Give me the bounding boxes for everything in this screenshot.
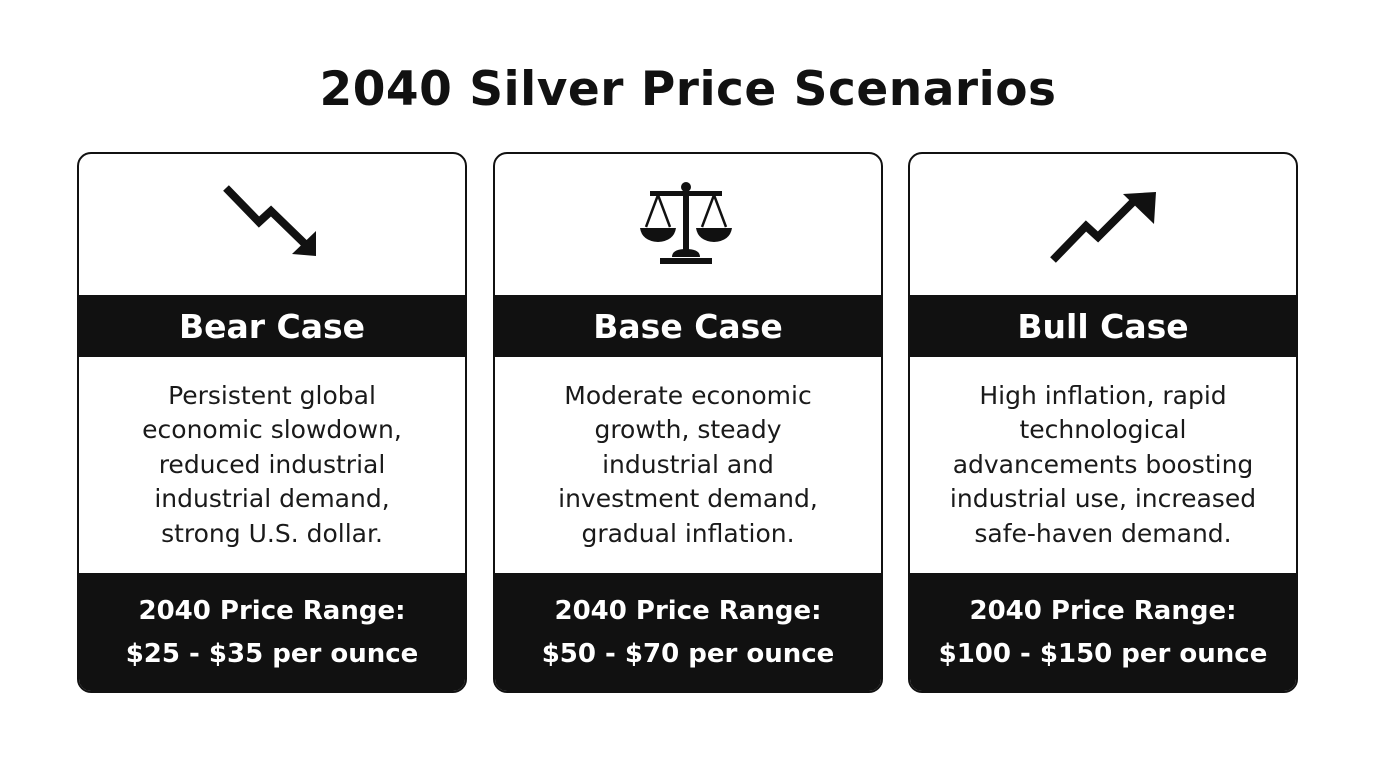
icon-area bbox=[910, 154, 1296, 295]
price-range-value: $100 - $150 per ounce bbox=[938, 639, 1268, 669]
page-title: 2040 Silver Price Scenarios bbox=[319, 62, 1057, 117]
price-range-block: 2040 Price Range: $100 - $150 per ounce bbox=[910, 573, 1296, 691]
price-range-value: $50 - $70 per ounce bbox=[541, 639, 835, 669]
scenario-description: Moderate economic growth, steady industr… bbox=[558, 380, 818, 548]
trend-up-arrow-icon bbox=[1050, 191, 1156, 263]
scenario-card-bull: Bull Case High inflation, rapid technolo… bbox=[908, 152, 1298, 693]
scenario-description: Persistent global economic slowdown, red… bbox=[142, 380, 402, 548]
icon-area bbox=[495, 154, 881, 295]
price-range-label: 2040 Price Range: bbox=[969, 596, 1237, 626]
scenario-card-base: Base Case Moderate economic growth, stea… bbox=[493, 152, 883, 693]
price-range-block: 2040 Price Range: $50 - $70 per ounce bbox=[495, 573, 881, 691]
scenario-description: High inflation, rapid technological adva… bbox=[949, 380, 1257, 548]
scenario-card-bear: Bear Case Persistent global economic slo… bbox=[77, 152, 467, 693]
price-range-label: 2040 Price Range: bbox=[554, 596, 822, 626]
price-range-block: 2040 Price Range: $25 - $35 per ounce bbox=[79, 573, 465, 691]
scenario-title: Base Case bbox=[495, 295, 881, 357]
icon-area bbox=[79, 154, 465, 295]
scenario-description-block: Persistent global economic slowdown, red… bbox=[79, 357, 465, 573]
scenario-description-block: Moderate economic growth, steady industr… bbox=[495, 357, 881, 573]
scenario-title: Bear Case bbox=[79, 295, 465, 357]
scenario-description-block: High inflation, rapid technological adva… bbox=[910, 357, 1296, 573]
price-range-value: $25 - $35 per ounce bbox=[125, 639, 419, 669]
balance-scale-icon bbox=[640, 181, 732, 264]
trend-down-arrow-icon bbox=[223, 184, 316, 256]
scenario-title: Bull Case bbox=[910, 295, 1296, 357]
price-range-label: 2040 Price Range: bbox=[138, 596, 406, 626]
